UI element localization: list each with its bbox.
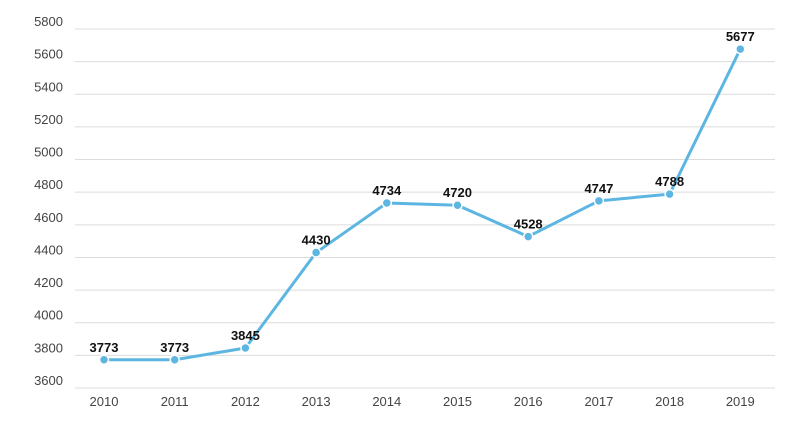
x-axis-tick-labels: 2010 2011 2012 2013 2014 2015 2016 2017 2018 2019: [90, 394, 755, 409]
x-tick-label: 2017: [584, 394, 613, 409]
data-point: [240, 342, 251, 354]
series-layer: [104, 48, 742, 362]
data-point: [735, 43, 746, 55]
data-point: [452, 199, 463, 211]
data-point: [664, 188, 675, 200]
data-label: 3773: [90, 340, 119, 355]
data-label: 4788: [655, 174, 684, 189]
data-point: [381, 197, 393, 209]
x-tick-label: 2014: [372, 394, 401, 409]
y-tick-label: 3800: [34, 340, 63, 355]
data-point: [310, 247, 322, 258]
data-label: 4720: [443, 185, 472, 200]
y-tick-label: 4800: [34, 177, 63, 192]
y-tick-label: 5400: [34, 79, 63, 94]
y-tick-label: 5200: [34, 112, 63, 127]
data-label: 5677: [726, 29, 755, 44]
gridlines: [75, 28, 775, 389]
data-point: [593, 195, 605, 207]
x-tick-label: 2013: [302, 394, 331, 409]
data-label: 3773: [160, 340, 189, 355]
data-point: [98, 354, 110, 366]
markers-layer: [98, 43, 746, 366]
y-axis-tick-labels: 3600 3800 4000 4200 4400 4600 4800 5000 5200 5400…: [34, 14, 63, 388]
data-labels-layer: 3773 3773 3845 4430 4734 4720 4528 4747 4788 5677: [90, 29, 755, 355]
y-tick-label: 4400: [34, 242, 63, 257]
x-tick-label: 2011: [161, 394, 189, 409]
y-tick-label: 5000: [34, 145, 63, 160]
data-label: 4734: [372, 183, 402, 198]
y-tick-label: 4000: [34, 308, 63, 323]
y-tick-label: 5600: [34, 47, 63, 62]
data-label: 4528: [514, 217, 543, 232]
x-tick-label: 2016: [514, 394, 543, 409]
data-point: [169, 354, 180, 366]
series-line: [104, 48, 742, 362]
data-label: 4747: [584, 181, 613, 196]
data-point: [522, 231, 534, 242]
x-tick-label: 2019: [726, 394, 755, 409]
y-tick-label: 5800: [34, 14, 63, 29]
y-tick-label: 4200: [34, 275, 63, 290]
y-tick-label: 3600: [34, 373, 63, 388]
x-tick-label: 2010: [90, 394, 119, 409]
x-tick-label: 2015: [443, 394, 472, 409]
x-tick-label: 2012: [231, 394, 260, 409]
data-label: 4430: [302, 233, 331, 248]
data-label: 3845: [231, 328, 260, 343]
x-tick-label: 2018: [655, 394, 684, 409]
y-tick-label: 4600: [34, 210, 63, 225]
